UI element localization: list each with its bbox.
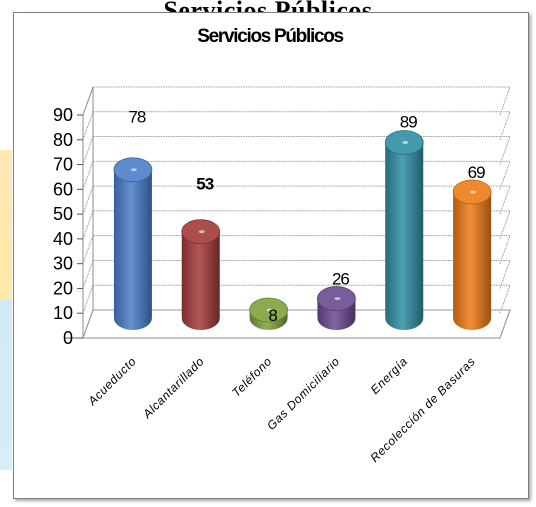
- gridline-40: [82, 210, 511, 240]
- bar-highlight-4: [402, 140, 409, 144]
- bar-highlight-1: [198, 230, 205, 234]
- y-tick-label-30: 30: [53, 254, 73, 274]
- x-tick-label-3: Gas Domiciliario: [264, 354, 342, 432]
- bar-highlight-5: [470, 190, 477, 194]
- gridline-50: [82, 185, 511, 215]
- gridline-10: [82, 284, 511, 314]
- y-tick-label-80: 80: [53, 130, 73, 150]
- gridline-90: [82, 86, 511, 116]
- y-tick-label-20: 20: [53, 278, 73, 298]
- x-tick-label-2: Teléfono: [229, 354, 275, 400]
- bars: [113, 130, 492, 330]
- gridline-80: [82, 111, 511, 140]
- bar-4: [384, 130, 424, 330]
- chart-frame: [13, 12, 529, 499]
- chart-title: Servicios Públicos: [197, 26, 343, 47]
- value-label-4: 89: [400, 112, 417, 131]
- bar-5: [452, 179, 492, 330]
- y-tick-label-90: 90: [53, 105, 73, 125]
- y-axis: 0 10 20 30 40 50 60 70 80 90: [53, 105, 83, 348]
- gridline-60: [82, 160, 511, 190]
- value-label-1: 53: [196, 175, 213, 194]
- bar-body-0: [113, 169, 152, 330]
- value-label-3: 26: [332, 270, 349, 289]
- gridline-70: [82, 136, 511, 165]
- y-tick-label-40: 40: [53, 229, 73, 249]
- gridlines: [82, 86, 511, 339]
- bar-body-1: [181, 231, 220, 330]
- gridline-20: [82, 259, 511, 289]
- value-label-2: 8: [268, 306, 277, 325]
- y-tick-label-50: 50: [53, 204, 73, 224]
- bar-0: [113, 157, 153, 330]
- bar-highlight-2: [266, 308, 273, 312]
- bar-body-5: [453, 192, 492, 330]
- bar-highlight-3: [334, 297, 341, 301]
- value-label-5: 69: [468, 163, 485, 182]
- x-tick-label-4: Energía: [368, 354, 411, 397]
- side-strip-top: [0, 150, 12, 300]
- side-strip-bottom: [0, 300, 12, 470]
- y-tick-label-10: 10: [53, 303, 73, 323]
- gridline-0: [82, 309, 511, 339]
- x-tick-label-1: Alcantarillado: [139, 354, 206, 421]
- bar-highlight-0: [130, 168, 137, 172]
- bar-3: [317, 286, 356, 330]
- x-tick-label-0: Acueducto: [85, 354, 140, 409]
- bar-1: [181, 219, 221, 330]
- value-labels: 78 53 8 26 89 69: [128, 108, 486, 325]
- value-label-0: 78: [128, 108, 145, 127]
- gridline-30: [82, 235, 511, 264]
- bar-body-4: [385, 142, 424, 330]
- bar-2: [249, 297, 288, 330]
- y-tick-label-70: 70: [53, 155, 73, 175]
- y-tick-label-0: 0: [63, 328, 73, 348]
- y-tick-label-60: 60: [53, 179, 73, 199]
